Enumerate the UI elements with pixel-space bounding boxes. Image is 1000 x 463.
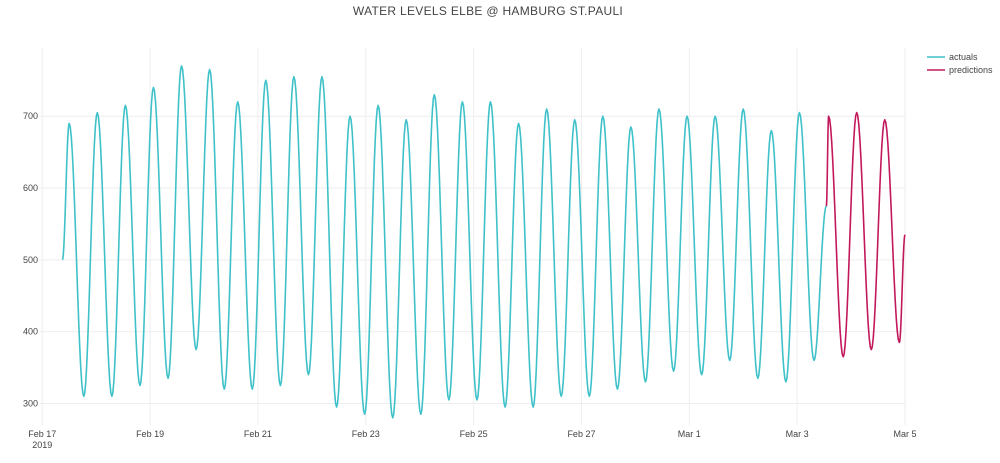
legend-label: actuals [949, 52, 978, 62]
x-tick-label: Feb 27 [567, 429, 595, 439]
series-line-predictions [825, 111, 906, 358]
x-tick-label: Feb 17 [28, 429, 56, 439]
x-tick-label: Feb 19 [136, 429, 164, 439]
legend-item-predictions[interactable]: predictions [927, 65, 993, 75]
x-tick-label: Mar 5 [893, 429, 916, 439]
x-tick-label: Feb 25 [460, 429, 488, 439]
y-tick-label: 600 [23, 183, 38, 193]
y-tick-label: 400 [23, 327, 38, 337]
series-layer [61, 65, 906, 419]
series-line-actuals [61, 65, 828, 419]
y-tick-label: 700 [23, 111, 38, 121]
legend[interactable]: actuals predictions [927, 52, 993, 75]
x-tick-label: Feb 21 [244, 429, 272, 439]
x-tick-sublabel: 2019 [32, 440, 52, 450]
legend-label: predictions [949, 65, 993, 75]
x-tick-label: Mar 1 [678, 429, 701, 439]
x-tick-label: Mar 3 [786, 429, 809, 439]
legend-item-actuals[interactable]: actuals [927, 52, 978, 62]
x-tick-label: Feb 23 [352, 429, 380, 439]
chart-title: WATER LEVELS ELBE @ HAMBURG ST.PAULI [353, 4, 623, 18]
y-tick-label: 300 [23, 398, 38, 408]
y-tick-label: 500 [23, 255, 38, 265]
y-axis: 300 400 500 600 700 [23, 111, 38, 408]
